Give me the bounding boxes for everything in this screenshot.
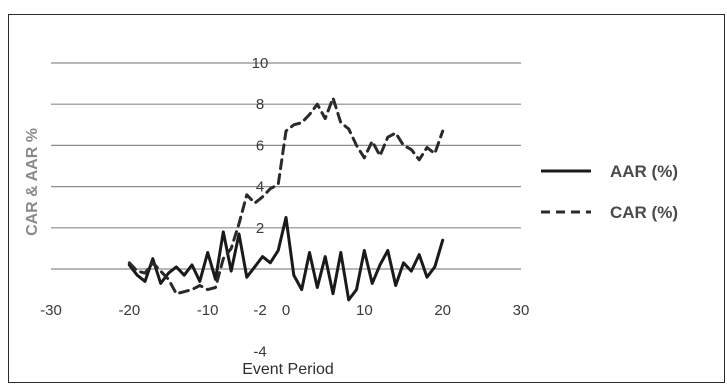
y-tick-label: -2 [253,302,266,319]
x-tick-label: -20 [118,302,140,319]
x-tick-label: 20 [434,302,451,319]
y-tick-label: -4 [253,343,266,360]
legend-aar-label: AAR (%) [610,162,678,181]
gridlines [51,62,521,229]
y-tick-labels: -4 -2 2 4 6 8 10 [252,55,269,360]
x-tick-label: 10 [356,302,373,319]
series-lines [127,96,445,302]
x-axis-title: Event Period [242,361,334,378]
y-tick-label: 6 [256,137,264,154]
chart-frame: -30 -20 -10 0 10 20 30 -4 -2 2 4 6 8 10 Event Period… [8,14,725,383]
y-axis-title: CAR & AAR % [24,128,41,236]
x-tick-label: 30 [513,302,530,319]
series-line-aar [127,216,445,302]
y-tick-label: 4 [256,179,264,196]
x-tick-labels: -30 -20 -10 0 10 20 30 [40,302,529,319]
legend: AAR (%) CAR (%) [541,162,678,222]
x-tick-label: 0 [282,302,290,319]
y-tick-label: 2 [256,220,264,237]
series-line-car [127,96,445,296]
legend-car-label: CAR (%) [610,203,678,222]
x-tick-label: -30 [40,302,62,319]
y-tick-label: 10 [252,55,269,72]
line-chart: -30 -20 -10 0 10 20 30 -4 -2 2 4 6 8 10 Event Period… [24,55,678,378]
x-tick-label: -10 [197,302,219,319]
y-tick-label: 8 [256,96,264,113]
